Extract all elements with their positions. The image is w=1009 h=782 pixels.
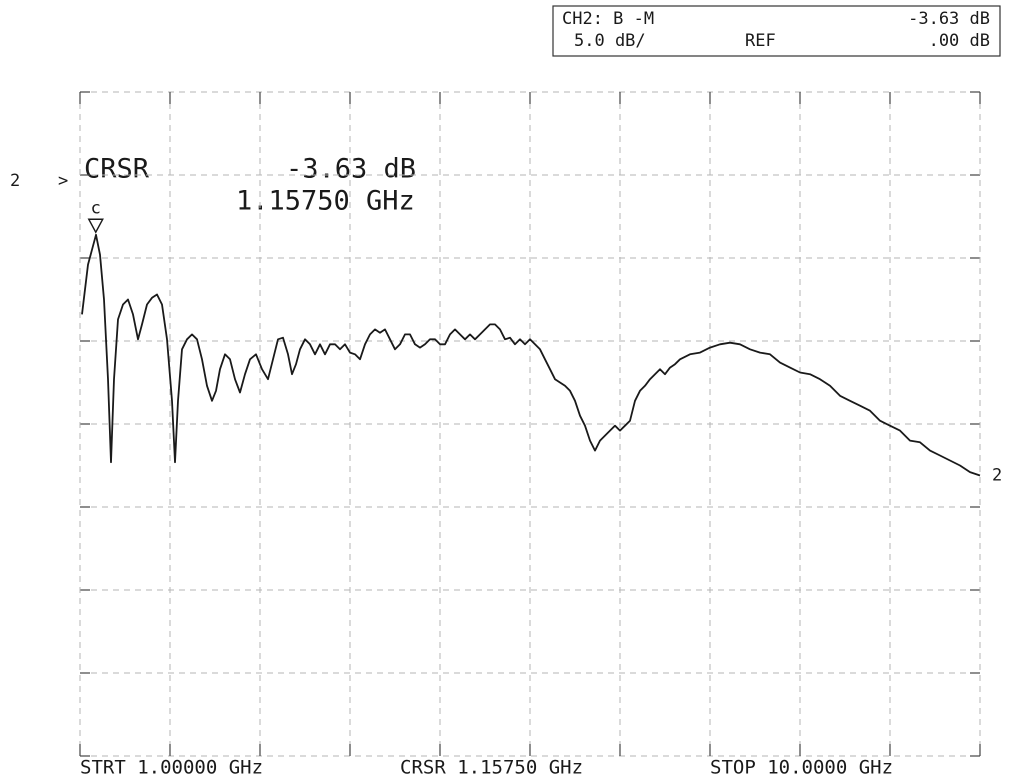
- status-ref-word: REF: [745, 31, 776, 51]
- status-scale: 5.0 dB/: [574, 31, 646, 51]
- trace-end-label: 2: [992, 465, 1002, 485]
- readout-frequency: 1.15750 GHz: [236, 186, 415, 217]
- status-ref-value: .00 dB: [929, 31, 990, 51]
- cursor-label: c: [91, 198, 101, 218]
- status-value: -3.63 dB: [908, 9, 990, 29]
- ref-trace-label: 2: [10, 171, 20, 191]
- footer-stop: STOP 10.0000 GHz: [710, 757, 893, 779]
- readout-name: CRSR: [84, 154, 150, 185]
- status-box: [552, 5, 1001, 57]
- ref-pointer: >: [58, 171, 68, 191]
- status-channel: CH2: B -M: [562, 9, 654, 29]
- footer-cursor: CRSR 1.15750 GHz: [400, 757, 583, 779]
- readout-value: -3.63 dB: [286, 154, 416, 185]
- cursor-marker: [87, 218, 104, 234]
- footer-start: STRT 1.00000 GHz: [80, 757, 263, 779]
- trace: [81, 233, 981, 477]
